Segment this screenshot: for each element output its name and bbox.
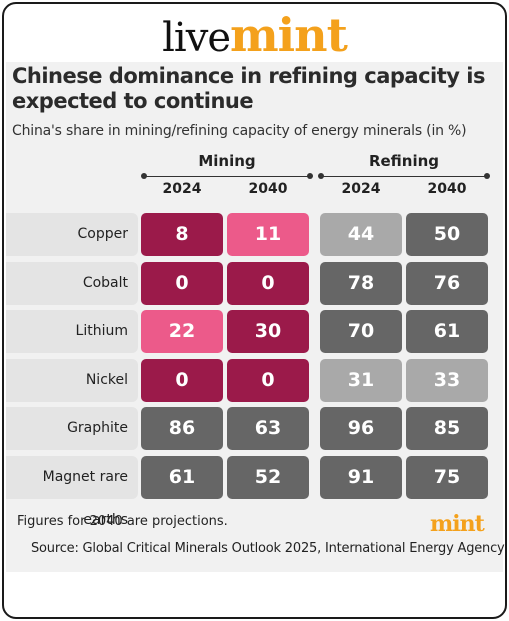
year-mining-2024: 2024 [162, 181, 202, 197]
value-cell-mining-2040: 11 [227, 213, 309, 256]
source-note: Source: Global Critical Minerals Outlook… [31, 541, 505, 556]
group-line-dot [307, 173, 313, 179]
row-label: Lithium [75, 323, 128, 339]
value-cell-mining-2024: 61 [141, 456, 223, 499]
value-cell-refining-2024: 70 [320, 310, 402, 353]
group-line-refining [321, 176, 487, 177]
row-label: Cobalt [82, 275, 128, 291]
chart-title: Chinese dominance in refining capacity i… [12, 64, 485, 113]
row-label-background [6, 407, 138, 450]
value-cell-mining-2040: 0 [227, 359, 309, 402]
year-mining-2040: 2040 [248, 181, 288, 197]
value-cell-mining-2024: 22 [141, 310, 223, 353]
group-line-dot [484, 173, 490, 179]
value-cell-refining-2040: 85 [406, 407, 488, 450]
footnote: Figures for 2040 are projections. [17, 514, 228, 529]
value-cell-mining-2024: 0 [141, 359, 223, 402]
logo-mint-text: mint [230, 8, 348, 62]
chart-subtitle: China's share in mining/refining capacit… [12, 123, 467, 139]
value-cell-refining-2024: 91 [320, 456, 402, 499]
value-cell-refining-2040: 33 [406, 359, 488, 402]
row-label: Nickel [85, 372, 128, 388]
year-refining-2040: 2040 [427, 181, 467, 197]
row-label-background [6, 213, 138, 256]
value-cell-refining-2040: 50 [406, 213, 488, 256]
mint-mini-logo: mint [430, 511, 485, 537]
value-cell-mining-2040: 30 [227, 310, 309, 353]
value-cell-mining-2024: 86 [141, 407, 223, 450]
logo-live-text: live [162, 15, 231, 61]
row-label: Graphite [67, 420, 128, 436]
group-line-mining [144, 176, 310, 177]
row-label-background [6, 310, 138, 353]
livemint-logo: livemint [0, 8, 509, 62]
value-cell-mining-2040: 0 [227, 262, 309, 305]
value-cell-refining-2024: 78 [320, 262, 402, 305]
value-cell-mining-2024: 8 [141, 213, 223, 256]
value-cell-refining-2024: 44 [320, 213, 402, 256]
value-cell-refining-2024: 31 [320, 359, 402, 402]
value-cell-refining-2040: 61 [406, 310, 488, 353]
row-label-background [6, 262, 138, 305]
value-cell-refining-2040: 76 [406, 262, 488, 305]
row-label: Magnet rare earths [42, 469, 128, 528]
value-cell-mining-2024: 0 [141, 262, 223, 305]
value-cell-refining-2040: 75 [406, 456, 488, 499]
row-label-background [6, 456, 138, 499]
row-label-background [6, 359, 138, 402]
value-cell-refining-2024: 96 [320, 407, 402, 450]
row-label: Copper [77, 226, 128, 242]
group-label-mining: Mining [198, 152, 256, 170]
year-refining-2024: 2024 [341, 181, 381, 197]
value-cell-mining-2040: 63 [227, 407, 309, 450]
group-label-refining: Refining [368, 152, 440, 170]
value-cell-mining-2040: 52 [227, 456, 309, 499]
